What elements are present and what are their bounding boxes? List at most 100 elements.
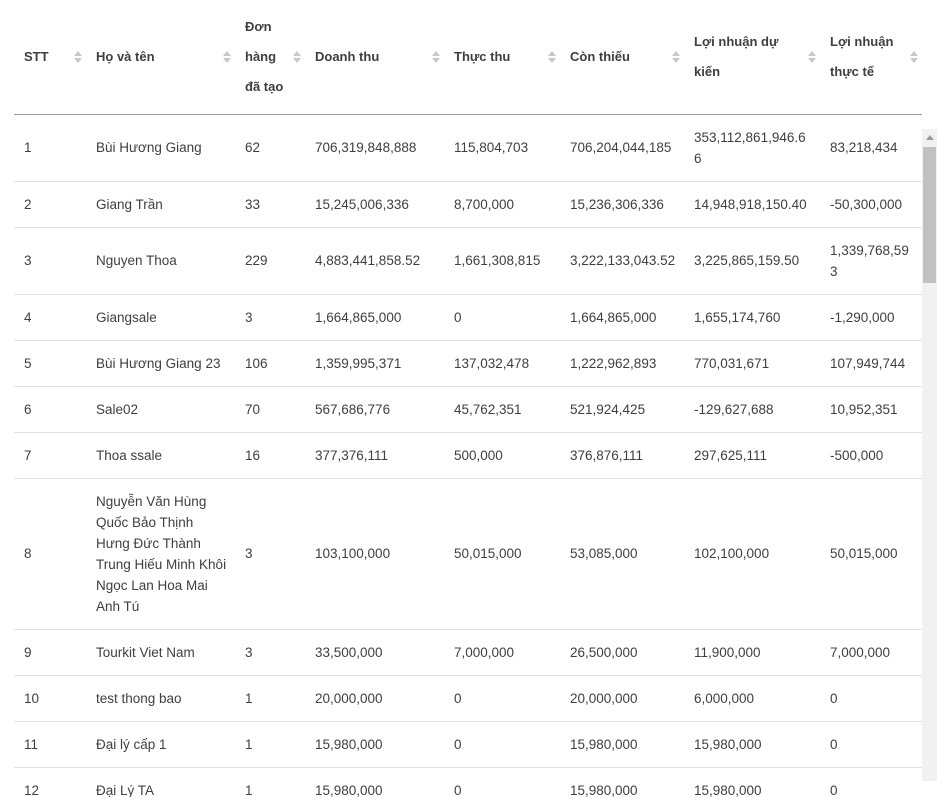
arrow-up-icon bbox=[925, 134, 934, 140]
cell: 15,980,000 bbox=[305, 721, 444, 768]
cell: 14,948,918,150.40 bbox=[684, 181, 820, 228]
cell: 1 bbox=[235, 675, 305, 722]
sort-desc-icon bbox=[223, 57, 231, 63]
cell: -500,000 bbox=[820, 432, 922, 479]
sort-asc-icon bbox=[432, 50, 440, 56]
cell-name: test thong bao bbox=[86, 675, 235, 722]
cell-name: Giang Trần bbox=[86, 181, 235, 228]
scroll-up-button[interactable] bbox=[922, 129, 937, 145]
cell: 0 bbox=[444, 294, 560, 341]
cell: 15,245,006,336 bbox=[305, 181, 444, 228]
sort-icon[interactable] bbox=[74, 50, 82, 63]
cell: 106 bbox=[235, 340, 305, 387]
sort-icon[interactable] bbox=[548, 50, 556, 63]
cell: 0 bbox=[454, 782, 462, 797]
cell: 33,500,000 bbox=[305, 629, 444, 676]
cell: 1 bbox=[235, 721, 305, 768]
column-header-5[interactable]: Còn thiếu bbox=[560, 0, 684, 115]
table-row: 10 test thong bao 1 20,000,000 0 20,000,000 6,… bbox=[14, 675, 922, 722]
sort-asc-icon bbox=[808, 50, 816, 56]
table-row: 6 Sale02 70 567,686,776 45,762,351 521,924,42… bbox=[14, 386, 922, 433]
cell: 500,000 bbox=[444, 432, 560, 479]
cell: 1 bbox=[14, 114, 86, 182]
sort-icon[interactable] bbox=[808, 50, 816, 63]
cell: 1,222,962,893 bbox=[560, 340, 684, 387]
cell: 3 bbox=[235, 294, 305, 341]
cell: 706,204,044,185 bbox=[560, 114, 684, 182]
cell: 6 bbox=[14, 386, 86, 433]
column-header-3[interactable]: Doanh thu bbox=[305, 0, 444, 115]
cell: 15,980,000 bbox=[560, 721, 684, 768]
cell: 770,031,671 bbox=[684, 340, 820, 387]
cell: 137,032,478 bbox=[444, 340, 560, 387]
column-header-label: Doanh thu bbox=[315, 48, 380, 64]
cell: 50,015,000 bbox=[820, 478, 922, 630]
cell: 7 bbox=[14, 432, 86, 479]
cell: 2 bbox=[14, 181, 86, 228]
cell: 3 bbox=[235, 478, 305, 630]
cell: 1,664,865,000 bbox=[560, 294, 684, 341]
cell: 83,218,434 bbox=[820, 114, 922, 182]
cell-name: Giangsale bbox=[86, 294, 235, 341]
cell: 115,804,703 bbox=[444, 114, 560, 182]
cell: 0 bbox=[444, 675, 560, 722]
cell: 11,900,000 bbox=[684, 629, 820, 676]
column-header-2[interactable]: Đơn hàng đã tạo bbox=[235, 0, 305, 115]
cell: 0 bbox=[444, 721, 560, 768]
cell-name: Tourkit Viet Nam bbox=[86, 629, 235, 676]
table-row: 3 Nguyen Thoa 229 4,883,441,858.52 1,661,308… bbox=[14, 227, 922, 295]
column-header-6[interactable]: Lợi nhuận dự kiến bbox=[684, 0, 820, 115]
table-row: 5 Bùi Hương Giang 23 106 1,359,995,371 137,0… bbox=[14, 340, 922, 387]
cell: 3 bbox=[14, 227, 86, 295]
sort-icon[interactable] bbox=[672, 50, 680, 63]
table-row: 4 Giangsale 3 1,664,865,000 0 1,664,865,000 1,… bbox=[14, 294, 922, 341]
cell-name: Đại Lý TA bbox=[96, 782, 155, 797]
cell: 1,661,308,815 bbox=[444, 227, 560, 295]
cell: 3,225,865,159.50 bbox=[684, 227, 820, 295]
sort-icon[interactable] bbox=[910, 50, 918, 63]
vertical-scrollbar[interactable] bbox=[922, 129, 937, 781]
column-header-4[interactable]: Thực thu bbox=[444, 0, 560, 115]
column-header-7[interactable]: Lợi nhuận thực tế bbox=[820, 0, 922, 115]
cell: 70 bbox=[235, 386, 305, 433]
cell: 3,222,133,043.52 bbox=[560, 227, 684, 295]
cell: 229 bbox=[235, 227, 305, 295]
cell: 1 bbox=[245, 782, 253, 797]
cell: 102,100,000 bbox=[684, 478, 820, 630]
cell: 3 bbox=[235, 629, 305, 676]
cell: 45,762,351 bbox=[444, 386, 560, 433]
sort-desc-icon bbox=[432, 57, 440, 63]
cell: 16 bbox=[235, 432, 305, 479]
cell: 4 bbox=[14, 294, 86, 341]
cell: 521,924,425 bbox=[560, 386, 684, 433]
cell: 8 bbox=[14, 478, 86, 630]
table-row: 9 Tourkit Viet Nam 3 33,500,000 7,000,000 26,… bbox=[14, 629, 922, 676]
table-body: 1 Bùi Hương Giang 62 706,319,848,888 115,804… bbox=[14, 114, 922, 797]
cell: 9 bbox=[14, 629, 86, 676]
scrollbar-thumb[interactable] bbox=[923, 147, 936, 283]
cell: 1,359,995,371 bbox=[305, 340, 444, 387]
column-header-0[interactable]: STT bbox=[14, 0, 86, 115]
cell: 15,980,000 bbox=[694, 782, 762, 797]
column-header-label: Thực thu bbox=[454, 48, 511, 64]
cell: 706,319,848,888 bbox=[305, 114, 444, 182]
sort-icon[interactable] bbox=[223, 50, 231, 63]
cell: 1,339,768,593 bbox=[820, 227, 922, 295]
table-row: 11 Đại lý cấp 1 1 15,980,000 0 15,980,000 15,9… bbox=[14, 721, 922, 768]
cell-name: Nguyễn Văn Hùng Quốc Bảo Thịnh Hưng Đức … bbox=[86, 478, 235, 630]
cell: 33 bbox=[235, 181, 305, 228]
sort-asc-icon bbox=[548, 50, 556, 56]
column-header-1[interactable]: Họ và tên bbox=[86, 0, 235, 115]
cell-name: Bùi Hương Giang bbox=[86, 114, 235, 182]
table-row: 8 Nguyễn Văn Hùng Quốc Bảo Thịnh Hưng Đức… bbox=[14, 478, 922, 630]
sort-icon[interactable] bbox=[432, 50, 440, 63]
column-header-label: Lợi nhuận thực tế bbox=[830, 33, 894, 79]
table-header-row: STT Họ và tên Đơn hàng đã tạo Doanh thu Thực… bbox=[14, 0, 922, 115]
cell-name: Sale02 bbox=[86, 386, 235, 433]
sort-icon[interactable] bbox=[293, 50, 301, 63]
cell: 15,980,000 bbox=[570, 782, 638, 797]
cell: 103,100,000 bbox=[305, 478, 444, 630]
column-header-label: Họ và tên bbox=[96, 48, 155, 64]
cell: 1,655,174,760 bbox=[684, 294, 820, 341]
